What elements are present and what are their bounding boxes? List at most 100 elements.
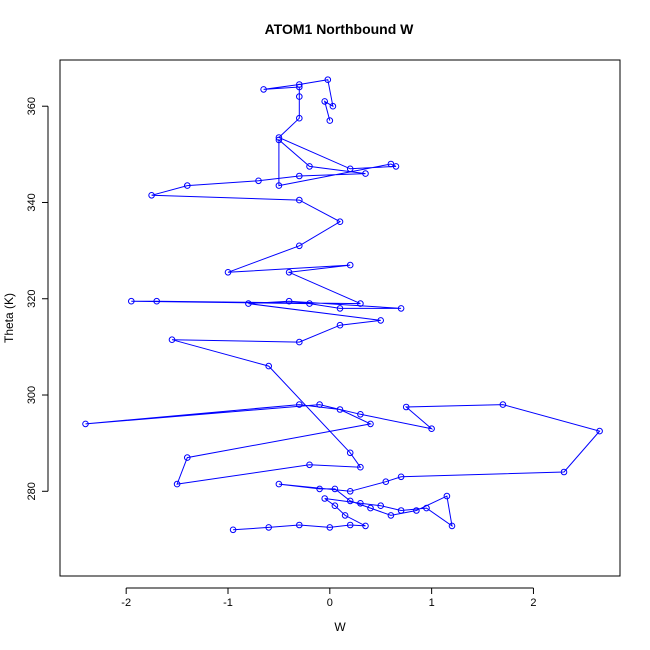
data-point xyxy=(397,305,405,312)
data-point xyxy=(296,83,303,91)
y-axis: 280 300 320 340 360 xyxy=(26,97,49,500)
x-axis-label: W xyxy=(334,620,346,634)
x-tick-label: 1 xyxy=(429,597,435,609)
data-point xyxy=(336,305,344,312)
data-point xyxy=(362,522,369,530)
data-point xyxy=(357,411,364,418)
data-point xyxy=(224,269,232,276)
data-point xyxy=(387,512,395,519)
data-point xyxy=(560,468,568,476)
data-point xyxy=(275,480,283,488)
y-tick-label: 300 xyxy=(26,386,38,404)
data-point xyxy=(296,81,303,88)
y-tick-label: 320 xyxy=(26,290,38,308)
data-point xyxy=(321,495,329,502)
data-point xyxy=(306,300,313,307)
data-point xyxy=(326,524,334,531)
data-point xyxy=(306,163,313,170)
data-point xyxy=(377,502,385,510)
x-tick-label: 0 xyxy=(327,597,333,609)
data-point xyxy=(499,401,507,408)
data-point xyxy=(367,504,374,512)
data-point xyxy=(367,420,374,428)
data-point xyxy=(316,401,323,408)
y-tick-label: 340 xyxy=(26,193,38,211)
data-point xyxy=(377,317,385,324)
data-point xyxy=(346,165,354,173)
data-point xyxy=(329,102,337,110)
data-point xyxy=(346,521,354,529)
data-point xyxy=(413,507,420,514)
data-point xyxy=(275,136,283,144)
data-point xyxy=(296,196,303,204)
data-point xyxy=(296,114,303,122)
data-point xyxy=(336,406,344,413)
data-point xyxy=(153,297,160,305)
data-point xyxy=(296,242,303,250)
data-point xyxy=(321,98,329,105)
data-point xyxy=(265,524,273,531)
data-point xyxy=(346,261,354,269)
data-point xyxy=(82,420,89,428)
data-point xyxy=(296,172,303,180)
data-point xyxy=(184,182,191,189)
data-point xyxy=(596,427,603,435)
data-point xyxy=(397,473,405,481)
data-point xyxy=(443,492,451,500)
y-tick-label: 280 xyxy=(26,482,38,500)
data-point xyxy=(357,500,364,507)
data-point xyxy=(168,336,176,344)
data-point xyxy=(296,521,303,529)
series-line xyxy=(85,79,601,531)
data-point xyxy=(296,338,303,346)
data-point xyxy=(285,269,293,276)
data-point xyxy=(428,425,435,433)
data-point xyxy=(397,507,405,514)
data-point xyxy=(357,300,364,307)
data-point xyxy=(324,76,332,83)
data-point xyxy=(255,177,262,185)
data-point xyxy=(265,362,273,370)
y-axis-label: Theta (K) xyxy=(2,293,16,343)
data-point xyxy=(245,300,252,307)
data-point xyxy=(331,502,339,510)
data-point xyxy=(296,401,303,408)
data-point xyxy=(392,163,400,170)
data-point xyxy=(148,192,155,199)
data-point xyxy=(336,218,344,225)
chart-title: ATOM1 Northbound W xyxy=(265,21,415,37)
data-point xyxy=(184,454,191,461)
data-point xyxy=(402,403,410,411)
data-point xyxy=(285,297,293,305)
data-point xyxy=(341,512,349,519)
data-point xyxy=(229,526,237,534)
data-point xyxy=(173,480,181,488)
data-point xyxy=(382,478,390,486)
x-tick-label: -1 xyxy=(223,597,233,609)
y-tick-label: 360 xyxy=(26,97,38,115)
data-point xyxy=(346,497,354,505)
plot-frame xyxy=(59,59,621,577)
data-point xyxy=(331,485,339,493)
x-tick-label: -2 xyxy=(121,597,131,609)
data-point xyxy=(316,485,323,493)
data-point xyxy=(128,297,135,305)
data-point xyxy=(326,117,334,124)
data-point xyxy=(275,134,283,141)
data-point xyxy=(336,321,344,329)
data-point xyxy=(346,488,354,495)
data-point xyxy=(296,93,303,100)
data-point xyxy=(275,182,283,189)
data-point xyxy=(362,170,369,177)
data-point xyxy=(346,449,354,457)
data-point xyxy=(448,522,456,530)
data-point xyxy=(387,160,395,168)
series-group xyxy=(82,76,603,534)
x-tick-label: 2 xyxy=(530,597,536,609)
data-point xyxy=(423,504,430,512)
data-point xyxy=(260,86,267,93)
data-point xyxy=(357,463,364,471)
x-axis: -2 -1 0 1 2 xyxy=(121,587,537,609)
data-point xyxy=(306,461,313,469)
